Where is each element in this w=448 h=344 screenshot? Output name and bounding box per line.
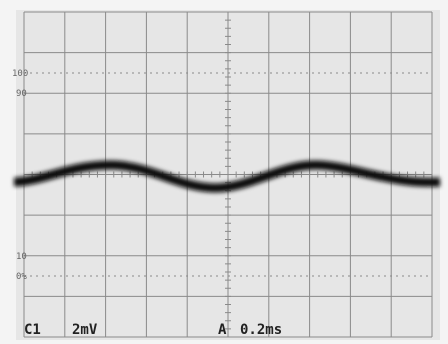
scale-label: 0% [16, 272, 27, 282]
page: 100 90 10 0% C1 2mV A 0.2ms (() => { con… [0, 0, 448, 344]
scale-label: 90 [16, 89, 27, 99]
scale-label: 100 [12, 69, 28, 79]
scale-label: 10 [16, 252, 27, 262]
volts-per-div: 2mV [72, 322, 98, 338]
time-per-div: 0.2ms [240, 322, 282, 338]
oscilloscope-screen: 100 90 10 0% C1 2mV A 0.2ms [0, 0, 448, 344]
channel: C1 [24, 322, 41, 338]
trigger: A [218, 322, 227, 338]
